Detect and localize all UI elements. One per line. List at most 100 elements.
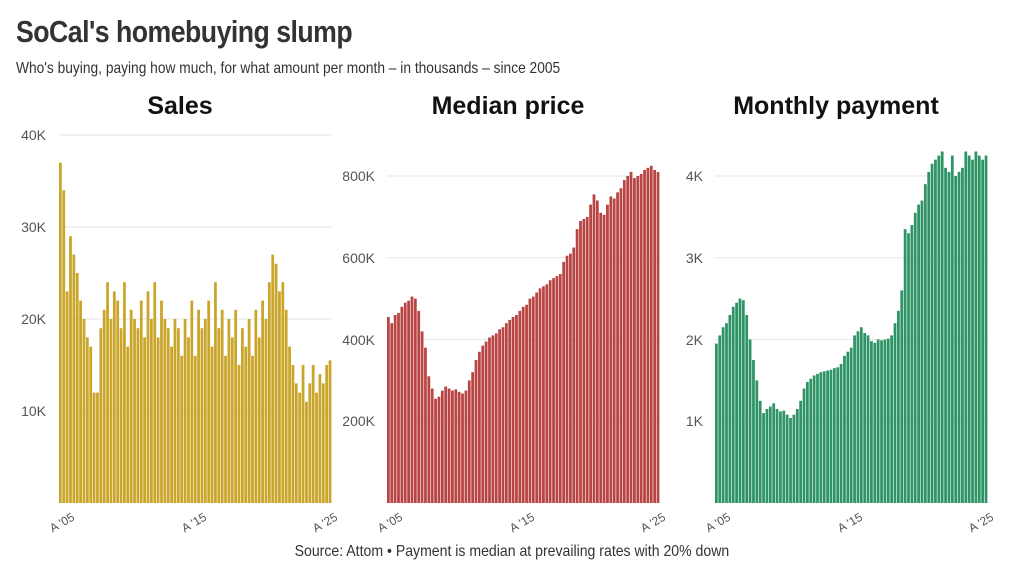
bar [504,323,508,503]
bar [311,365,315,503]
y-tick-label: 30K [21,219,47,235]
bar [822,371,826,503]
bar [718,335,722,503]
bar [799,400,803,503]
x-tick-label: A '15 [835,510,865,535]
bar [595,200,599,503]
bars-median-price [387,165,660,504]
bar [569,253,572,503]
bar [96,392,99,503]
bar [531,296,535,503]
bar [241,328,244,503]
bar [325,365,329,503]
bar [156,337,160,503]
bar [79,300,82,503]
bar [133,319,136,503]
bar [190,300,194,503]
bar [961,167,964,503]
bar [498,329,501,503]
bar [294,383,298,503]
bar [315,392,318,503]
x-tick-label: A '25 [310,510,340,535]
x-axis-sales: A '05 A '15 A '25 [47,510,340,535]
bar [643,169,646,503]
bar [616,192,619,503]
bar [957,171,961,503]
bar [257,337,261,503]
bar [139,300,143,503]
bar [170,346,173,503]
bar [301,365,305,503]
bar [629,171,633,503]
bar [153,282,157,503]
bar [626,176,630,503]
bar [752,359,755,503]
bar [267,282,271,503]
bar [197,309,200,503]
bar [782,410,786,503]
bar [582,218,586,504]
bar [585,216,589,504]
bar [123,282,126,503]
bar [467,380,471,504]
bar [424,347,427,503]
bar [183,319,187,503]
bar [886,338,890,503]
source-note: Source: Attom • Payment is median at pre… [0,543,1024,561]
bar [308,383,312,503]
bar [772,403,776,503]
bar [612,198,616,504]
bar [859,327,863,503]
bar [819,372,823,503]
bar [234,309,238,503]
bar [437,396,441,503]
bar [893,323,897,503]
y-tick-label: 10K [21,403,47,419]
bar [397,312,400,503]
bar [318,374,322,503]
bar [656,171,660,503]
bar [910,225,914,504]
bar [247,319,251,503]
bar [806,382,809,503]
bar [535,292,539,503]
bar [251,355,254,503]
bar [606,204,609,504]
bar [224,355,227,503]
bar [832,368,836,503]
bar [298,392,302,503]
bar [866,335,870,503]
bar [430,388,434,503]
bar [274,263,278,503]
bar [917,204,920,504]
bar [755,380,759,504]
bar [853,335,856,503]
bar [203,319,207,503]
bar [542,286,545,503]
bar [903,229,907,503]
bar [214,282,217,503]
bar [457,391,461,503]
bar [876,339,880,503]
bar [217,328,221,503]
bar [387,317,390,503]
bar [69,236,72,503]
y-tick-label: 600K [342,250,375,266]
bar [839,364,843,503]
bar [440,390,444,503]
bar [721,327,725,503]
bar [65,291,69,503]
bar [923,184,927,503]
bar [72,254,76,503]
bar [82,319,86,503]
bar [829,369,833,503]
bar [173,319,177,503]
x-tick-label: A '05 [703,510,733,535]
bar [434,398,437,503]
bar [454,389,458,503]
bar [633,178,636,504]
bar [207,300,211,503]
bars-monthly-payment [715,151,988,504]
bar [816,373,819,503]
bar [278,291,281,503]
